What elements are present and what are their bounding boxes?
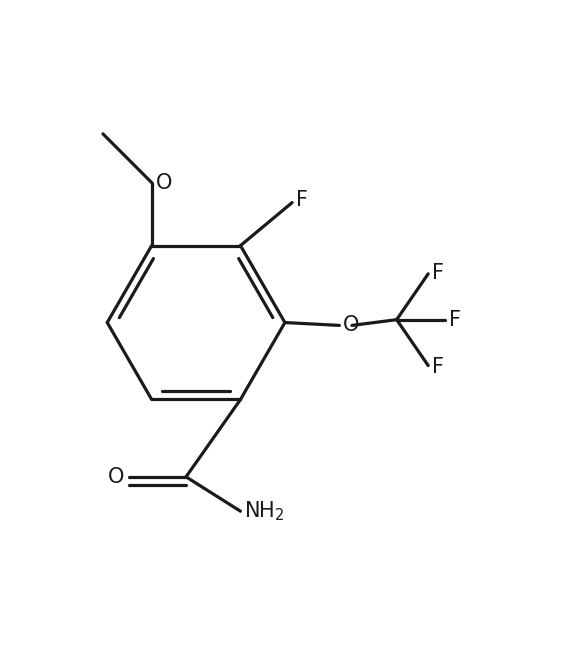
Text: NH$_2$: NH$_2$ bbox=[245, 500, 285, 523]
Text: F: F bbox=[431, 357, 444, 377]
Text: F: F bbox=[296, 190, 308, 210]
Text: F: F bbox=[449, 310, 461, 330]
Text: O: O bbox=[108, 467, 124, 487]
Text: O: O bbox=[156, 172, 173, 192]
Text: O: O bbox=[343, 315, 359, 335]
Text: F: F bbox=[431, 263, 444, 283]
